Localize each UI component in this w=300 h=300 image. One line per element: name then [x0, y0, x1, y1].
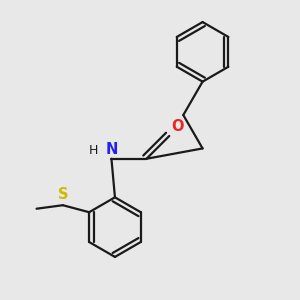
Text: S: S — [58, 187, 68, 202]
Text: H: H — [89, 144, 98, 157]
Text: N: N — [105, 142, 118, 157]
Text: O: O — [171, 119, 184, 134]
